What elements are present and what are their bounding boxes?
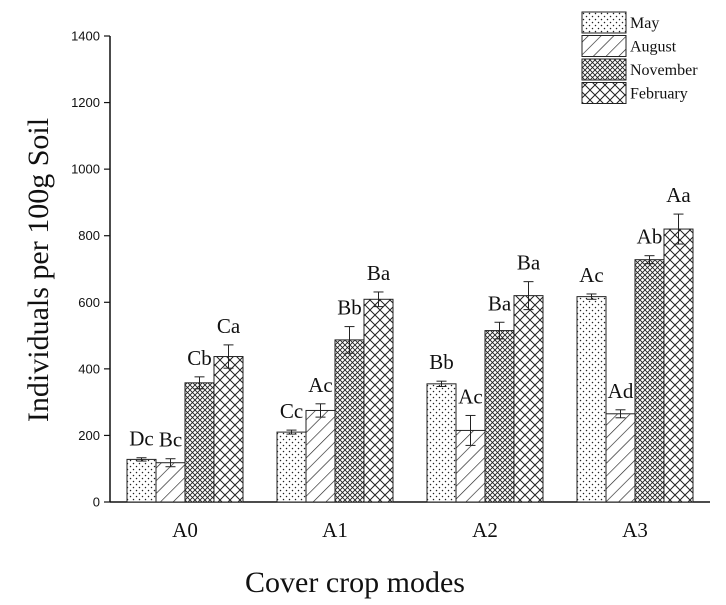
bar: [426, 383, 457, 503]
data-label: Ca: [217, 314, 241, 338]
y-tick-label: 1400: [71, 29, 100, 44]
y-tick-label: 600: [78, 295, 100, 310]
bar: [155, 462, 186, 503]
x-tick-label: A3: [622, 518, 648, 542]
y-tick-label: 400: [78, 361, 100, 376]
data-label: Bb: [337, 296, 362, 320]
bar: [363, 298, 394, 503]
data-label: Cb: [187, 346, 212, 370]
y-axis: 0 200 400 600 800 1000 1200 1400: [71, 29, 111, 510]
x-axis-title: Cover crop modes: [245, 566, 465, 599]
data-label: Ba: [517, 251, 541, 275]
data-label: Cc: [280, 399, 303, 423]
bar: [634, 259, 665, 503]
legend-swatch: [581, 82, 627, 104]
x-tick-label: A1: [322, 518, 348, 542]
data-label: Ac: [458, 384, 483, 408]
data-label: Ad: [608, 379, 634, 403]
bar: [213, 356, 244, 503]
bar: [605, 413, 636, 503]
data-label: Bb: [429, 350, 454, 374]
y-tick-label: 800: [78, 228, 100, 243]
y-tick-label: 1200: [71, 95, 100, 110]
x-tick-label: A2: [472, 518, 498, 542]
legend-label: February: [630, 86, 688, 103]
bar: [305, 409, 336, 503]
data-label: Ba: [367, 261, 391, 285]
y-tick-label: 200: [78, 428, 100, 443]
y-axis-title: Individuals per 100g Soil: [22, 118, 55, 422]
legend-label: May: [630, 15, 659, 32]
bar: [126, 458, 157, 503]
data-label: Ac: [579, 263, 604, 287]
data-label: Aa: [666, 183, 691, 207]
data-label: Bc: [159, 428, 182, 452]
data-label: Ab: [637, 225, 663, 249]
legend-swatch: [581, 35, 627, 57]
legend-swatch: [581, 11, 627, 34]
y-tick-label: 0: [93, 495, 100, 510]
data-label: Dc: [129, 427, 154, 451]
x-tick-label: A0: [172, 518, 198, 542]
legend-swatch: [581, 58, 627, 81]
x-axis: A0 A1 A2 A3: [110, 501, 710, 542]
bar: [663, 228, 694, 503]
y-tick-label: 1000: [71, 162, 100, 177]
bar: [334, 339, 365, 503]
bar: [513, 295, 544, 503]
bar: [184, 382, 215, 503]
legend: May August November February: [581, 11, 698, 104]
bar: [576, 296, 607, 503]
bar: [276, 431, 307, 503]
data-label: Ba: [488, 291, 512, 315]
bar: [484, 330, 515, 503]
data-label: Ac: [308, 373, 333, 397]
legend-label: August: [630, 39, 677, 56]
legend-label: November: [630, 62, 698, 79]
